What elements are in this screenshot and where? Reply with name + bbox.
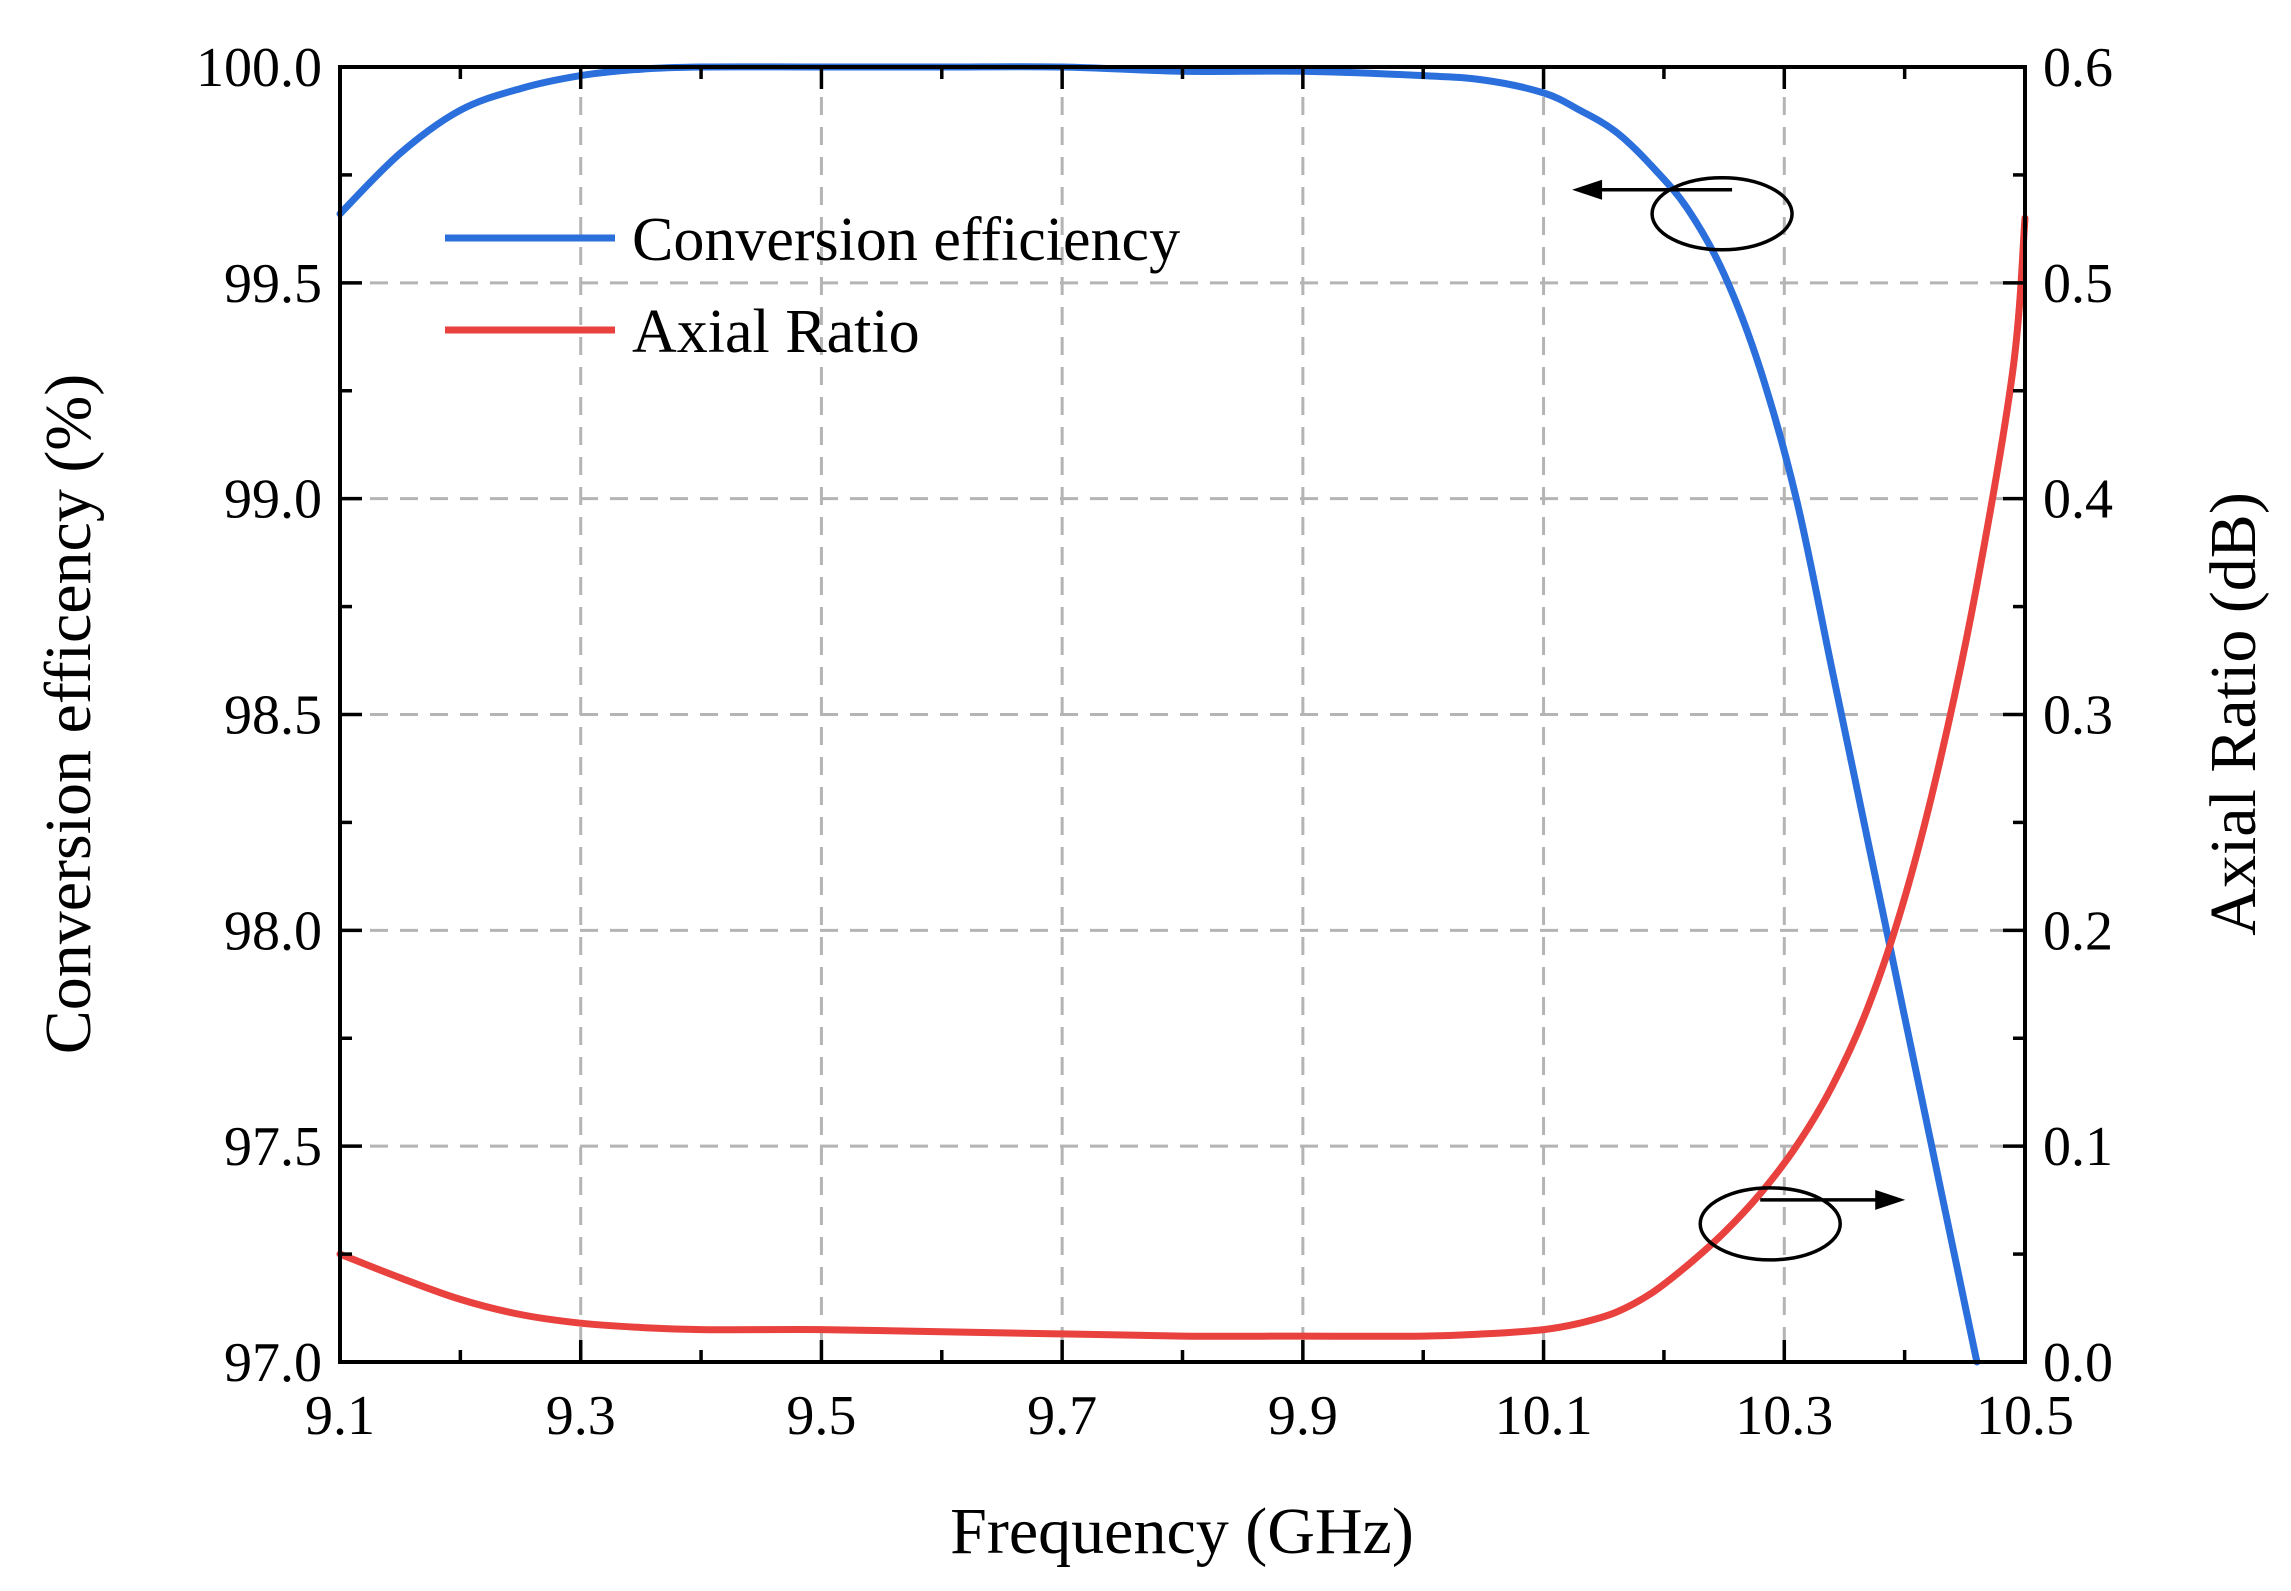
y-left-tick-label: 98.5 [224, 685, 322, 747]
y-axis-title-left: Conversion efficency (%) [32, 374, 105, 1055]
y-right-tick-label: 0.4 [2043, 469, 2113, 531]
y-right-tick-label: 0.0 [2043, 1332, 2113, 1394]
x-tick-label: 10.5 [1976, 1385, 2074, 1447]
legend-label-axial-ratio: Axial Ratio [632, 298, 920, 366]
x-tick-label: 9.3 [546, 1385, 616, 1447]
annotation-ellipse [1698, 1186, 1842, 1262]
y-right-tick-label: 0.5 [2043, 253, 2113, 315]
annotations [1572, 176, 1906, 1262]
y-left-tick-label: 98.0 [224, 900, 322, 962]
y-left-tick-label: 99.0 [224, 469, 322, 531]
legend-label-conversion-efficiency: Conversion efficiency [632, 206, 1180, 274]
series-layer [336, 63, 2029, 1366]
ticks: 9.1 9.3 9.5 9.7 9.9 10.1 10.3 10.5 97.0 97.5 98.0 9… [196, 37, 2113, 1447]
x-tick-label: 10.3 [1735, 1385, 1833, 1447]
x-tick-label: 9.1 [305, 1385, 375, 1447]
y-left-tick-label: 97.0 [224, 1332, 322, 1394]
legend: Conversion efficiency Axial Ratio [445, 206, 1180, 366]
x-tick-label: 9.7 [1027, 1385, 1097, 1447]
y-left-tick-label: 97.5 [224, 1116, 322, 1178]
series-line-axial-ratio [336, 214, 2029, 1340]
y-right-tick-label: 0.3 [2043, 685, 2113, 747]
y-left-tick-label: 100.0 [196, 37, 322, 99]
grid [340, 67, 2025, 1362]
x-tick-label: 9.9 [1268, 1385, 1338, 1447]
y-right-tick-label: 0.1 [2043, 1116, 2113, 1178]
x-tick-label: 10.1 [1495, 1385, 1593, 1447]
series-line-conversion-efficiency [336, 63, 1981, 1366]
annotation-ellipse [1650, 176, 1794, 252]
annotation-arrow-head [1572, 179, 1603, 200]
x-axis-title: Frequency (GHz) [950, 1495, 1414, 1568]
y-axis-title-right: Axial Ratio (dB) [2197, 492, 2270, 936]
y-right-tick-label: 0.2 [2043, 900, 2113, 962]
y-left-tick-label: 99.5 [224, 253, 322, 315]
y-right-tick-label: 0.6 [2043, 37, 2113, 99]
annotation-arrow-head [1875, 1189, 1906, 1210]
x-tick-label: 9.5 [786, 1385, 856, 1447]
